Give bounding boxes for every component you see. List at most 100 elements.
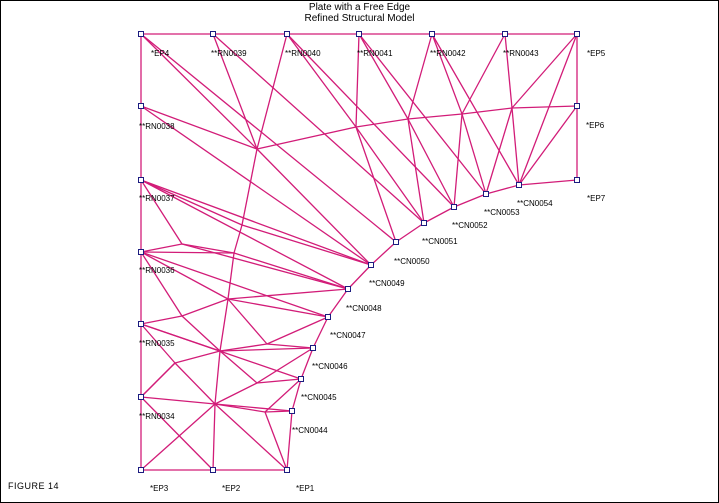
mesh-node-cn0049 [368, 262, 374, 268]
mesh-node-cn0046 [310, 345, 316, 351]
mesh-edge [407, 118, 455, 208]
mesh-edge [140, 403, 216, 471]
figure-subtitle: Refined Structural Model [304, 13, 415, 24]
mesh-node-rn0039 [210, 31, 216, 37]
mesh-edge [355, 118, 409, 128]
node-label-cn0047: **CN0047 [330, 331, 366, 340]
mesh-node-cn0047 [325, 314, 331, 320]
mesh-edge [219, 298, 229, 352]
mesh-node-cn0053 [483, 191, 489, 197]
mesh-edge [511, 107, 520, 186]
mesh-edge [140, 179, 372, 266]
mesh-edge [140, 33, 258, 150]
mesh-edge [407, 113, 463, 120]
mesh-edge [264, 411, 288, 471]
mesh-edge [241, 224, 372, 266]
mesh-edge [256, 347, 314, 384]
mesh-edge [312, 316, 329, 349]
node-label-cn0045: **CN0045 [301, 393, 337, 402]
mesh-edge [241, 148, 258, 226]
mesh-node-rn0040 [284, 31, 290, 37]
node-label-ep6: *EP6 [586, 121, 605, 130]
mesh-node-rn0043 [502, 31, 508, 37]
mesh-node-rn0036 [138, 249, 144, 255]
mesh-edge [286, 33, 455, 208]
mesh-edge [140, 243, 183, 253]
mesh-edge [140, 179, 349, 290]
mesh-node-cn0054 [516, 182, 522, 188]
mesh-edge [174, 362, 216, 405]
mesh-edge [511, 33, 578, 109]
mesh-edge [140, 396, 214, 471]
mesh-edge [181, 315, 221, 352]
node-label-rn0041: **RN0041 [357, 49, 393, 58]
mesh-edge [214, 382, 258, 405]
node-label-cn0048: **CN0048 [346, 304, 382, 313]
node-label-rn0039: **RN0039 [211, 49, 247, 58]
mesh-edge [504, 33, 513, 109]
mesh-edge [518, 33, 578, 186]
node-label-cn0046: **CN0046 [312, 362, 348, 371]
mesh-node-rn0034 [138, 394, 144, 400]
node-label-rn0034: **RN0034 [139, 412, 175, 421]
figure-title: Plate with a Free Edge [308, 2, 411, 13]
mesh-edge [266, 343, 314, 349]
mesh-edge [407, 33, 433, 120]
mesh-edge [327, 288, 349, 318]
mesh-node-ep4 [138, 31, 144, 37]
mesh-nodes [138, 31, 580, 473]
mesh-node-rn0042 [429, 31, 435, 37]
mesh-edge [140, 362, 176, 398]
mesh-edge [485, 184, 520, 195]
mesh-edge [227, 252, 235, 300]
mesh-edge [453, 193, 487, 208]
mesh-edge [256, 378, 302, 384]
node-label-ep4: *EP4 [151, 49, 170, 58]
mesh-edge [212, 33, 258, 150]
mesh-edge [291, 378, 302, 412]
mesh-edge [181, 243, 349, 290]
mesh-node-ep5 [574, 31, 580, 37]
mesh-edge [256, 33, 288, 150]
node-label-rn0042: **RN0042 [430, 49, 466, 58]
mesh-labels: *EP4 **RN0039 **RN0040 **RN0041 **RN0042 **RN… [139, 49, 606, 493]
mesh-edge [214, 403, 293, 412]
mesh-edge [266, 316, 329, 345]
mesh-edge [227, 298, 329, 318]
mesh-edge [256, 126, 357, 150]
mesh-edge [140, 251, 229, 300]
mesh-edge [518, 105, 578, 186]
node-label-cn0049: **CN0049 [369, 279, 405, 288]
mesh-node-rn0035 [138, 321, 144, 327]
mesh-edge [140, 396, 216, 405]
mesh-edge [140, 33, 397, 243]
mesh-node-cn0044 [289, 408, 295, 414]
mesh-edge [140, 179, 243, 226]
node-label-rn0040: **RN0040 [285, 49, 321, 58]
mesh-edge [219, 347, 314, 352]
mesh-edge [395, 222, 425, 243]
mesh-edge [219, 350, 258, 384]
mesh-edge [233, 224, 243, 254]
mesh-node-ep7 [574, 177, 580, 183]
mesh-edge [461, 113, 487, 195]
mesh-node-cn0050 [393, 239, 399, 245]
mesh-edge [227, 298, 268, 345]
mesh-edge [140, 251, 183, 317]
node-label-rn0036: **RN0036 [139, 266, 175, 275]
node-label-rn0035: **RN0035 [139, 339, 175, 348]
mesh-node-rn0038 [138, 103, 144, 109]
mesh-edge [431, 33, 520, 186]
mesh-edge [214, 403, 288, 471]
node-label-cn0052: **CN0052 [452, 221, 488, 230]
mesh-edge [358, 33, 487, 195]
mesh-node-rn0041 [356, 31, 362, 37]
node-label-cn0050: **CN0050 [394, 257, 430, 266]
mesh-node-ep3 [138, 467, 144, 473]
mesh-edge [212, 33, 425, 224]
mesh-node-cn0051 [421, 220, 427, 226]
node-label-cn0054: **CN0054 [517, 199, 553, 208]
mesh-edge [264, 378, 302, 413]
mesh-edge [286, 410, 293, 471]
